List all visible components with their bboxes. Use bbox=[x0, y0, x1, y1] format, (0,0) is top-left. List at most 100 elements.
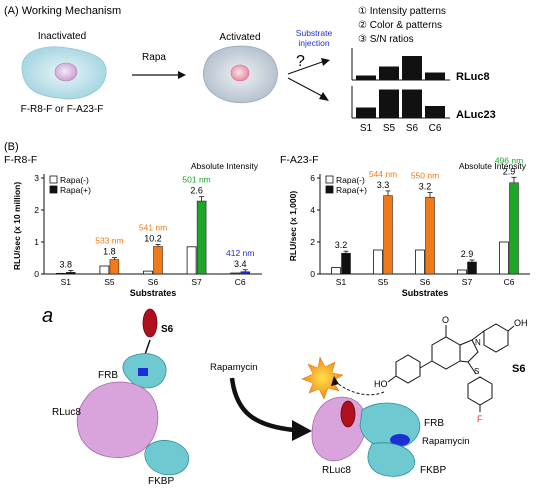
bar-rapa-minus bbox=[99, 265, 110, 275]
panel-a-title: (A) Working Mechanism bbox=[4, 5, 121, 17]
ratio-label: 3.2 bbox=[335, 240, 348, 250]
frb-label-left: FRB bbox=[98, 370, 118, 381]
frb-label-right: FRB bbox=[424, 418, 444, 429]
legend-swatch bbox=[325, 175, 334, 184]
chem-s: S bbox=[474, 367, 479, 376]
ratio-label: 3.4 bbox=[234, 259, 247, 269]
aluc23-mini-bar bbox=[425, 106, 445, 118]
y-axis-label: RLU/sec (x 1,000) bbox=[288, 191, 298, 262]
rluc8-mini-bar bbox=[425, 72, 445, 80]
activated-nucleus bbox=[230, 64, 250, 82]
y-tick-label: 2 bbox=[34, 205, 39, 215]
branch-arrowhead-up bbox=[321, 58, 330, 66]
activated-label: Activated bbox=[219, 32, 260, 43]
rluc8-label: RLuc8 bbox=[456, 71, 490, 83]
chart-title: F-A23-F bbox=[280, 154, 319, 166]
wavelength-label: 501 nm bbox=[182, 175, 210, 185]
rapa-label: Rapa bbox=[142, 52, 166, 63]
bar-rapa-plus bbox=[109, 259, 120, 275]
chem-o: O bbox=[442, 315, 449, 325]
cell-construct-label: F-R8-F or F-A23-F bbox=[21, 104, 104, 115]
branch-arrowhead-down bbox=[319, 92, 329, 101]
aluc23-mini-bar bbox=[356, 107, 376, 118]
aluc23-mini-bars bbox=[356, 89, 445, 118]
s6-chemical-structure bbox=[387, 323, 515, 412]
rapamycin-curved-arrow bbox=[229, 377, 295, 433]
ratio-label: 10.2 bbox=[144, 233, 162, 243]
y-tick-label: 1 bbox=[34, 237, 39, 247]
injection-label-2: injection bbox=[298, 38, 329, 48]
fkbp-label-right: FKBP bbox=[420, 465, 446, 476]
branch-arrow-up bbox=[287, 61, 323, 75]
aluc23-mini-bar bbox=[402, 89, 422, 118]
mini-x-labels: S1 S5 S6 C6 bbox=[360, 123, 442, 134]
x-axis-label: Substrates bbox=[130, 288, 177, 298]
bar-rapa-plus bbox=[153, 246, 163, 275]
emission-arrow bbox=[335, 381, 385, 396]
chem-f: F bbox=[477, 414, 483, 424]
question-mark: ? bbox=[296, 53, 305, 70]
pyrazine-ring bbox=[431, 336, 461, 370]
rluc8-mini-bars bbox=[356, 56, 445, 80]
s6-label-right: S6 bbox=[512, 363, 525, 375]
bar-rapa-plus bbox=[240, 271, 250, 275]
legend-label: Rapa(-) bbox=[336, 175, 365, 185]
chart-f-r8-f: F-R8-F Absolute Intensity 0 1 2 3 RLU/sec (x 1… bbox=[4, 154, 262, 298]
thioether-bond bbox=[467, 361, 477, 375]
y-tick-label: 3 bbox=[34, 173, 39, 183]
x-tick-label: S5 bbox=[104, 277, 115, 287]
imidazole-ring bbox=[459, 339, 479, 363]
phenol-ring-left bbox=[395, 354, 421, 384]
fkbp-domain-right bbox=[367, 442, 416, 477]
wavelength-label: 541 nm bbox=[139, 222, 167, 232]
rapamycin-label-right: Rapamycin bbox=[422, 436, 470, 447]
chart-subtitle: Absolute Intensity bbox=[459, 161, 527, 171]
legend-swatch bbox=[49, 175, 58, 184]
ratio-label: 2.6 bbox=[190, 186, 203, 196]
ratio-label: 1.8 bbox=[103, 247, 116, 257]
aluc23-label: ALuc23 bbox=[456, 109, 496, 121]
rluc8-label-left: RLuc8 bbox=[52, 407, 81, 418]
rapamycin-arrowhead bbox=[292, 420, 312, 441]
legend-label: Rapa(+) bbox=[60, 185, 91, 195]
fluorophenyl-ring bbox=[467, 376, 493, 406]
panel-a: (A) Working Mechanism Inactivated F-R8-F… bbox=[4, 5, 496, 134]
s6-molecule-left bbox=[142, 308, 158, 338]
mini-x-label: S6 bbox=[406, 123, 419, 134]
legend-label: Rapa(-) bbox=[60, 175, 89, 185]
rapamycin-left bbox=[138, 368, 148, 376]
y-tick-label: 6 bbox=[310, 173, 315, 183]
bar-rapa-plus bbox=[383, 195, 393, 275]
chart-title: F-R8-F bbox=[4, 154, 37, 166]
emission-arrowhead bbox=[331, 376, 339, 386]
ratio-label: 3.8 bbox=[60, 259, 73, 269]
y-tick-label: 4 bbox=[310, 205, 315, 215]
bar-rapa-plus bbox=[509, 182, 519, 275]
chart-f-a23-f: F-A23-F Absolute Intensity 0 2 4 6 RLU/sec (x … bbox=[280, 154, 530, 298]
panel-c: a S6 FRB RLuc8 FKBP Rapamycin bbox=[42, 305, 528, 487]
left-oh-bond bbox=[387, 375, 397, 383]
aryl-bond-left bbox=[419, 360, 433, 369]
frb-domain-right bbox=[359, 402, 421, 449]
panel-b-title: (B) bbox=[4, 141, 19, 153]
bar-rapa-minus bbox=[499, 241, 509, 275]
left-complex: S6 FRB RLuc8 FKBP bbox=[52, 308, 190, 487]
wavelength-label: 412 nm bbox=[226, 248, 254, 258]
light-burst bbox=[301, 356, 344, 400]
x-tick-label: S5 bbox=[378, 277, 389, 287]
wavelength-label: 544 nm bbox=[369, 169, 397, 179]
s6-label-left: S6 bbox=[161, 324, 174, 335]
y-axis-label: RLU/sec (x 10 million) bbox=[12, 182, 22, 270]
x-tick-label: S7 bbox=[191, 277, 202, 287]
benzyl-bond bbox=[471, 330, 485, 341]
aluc23-mini-bar bbox=[379, 89, 399, 118]
ratio-label: 3.2 bbox=[419, 182, 432, 192]
x-tick-label: C6 bbox=[504, 277, 515, 287]
chart-subtitle: Absolute Intensity bbox=[191, 161, 259, 171]
inactivated-nucleus bbox=[54, 62, 78, 82]
panel-b: (B) F-R8-F Absolute Intensity 0 1 2 3 RLU/sec … bbox=[4, 141, 530, 298]
bar-rapa-minus bbox=[143, 270, 153, 275]
chem-n: N bbox=[475, 338, 481, 347]
bar-rapa-minus bbox=[230, 272, 241, 275]
